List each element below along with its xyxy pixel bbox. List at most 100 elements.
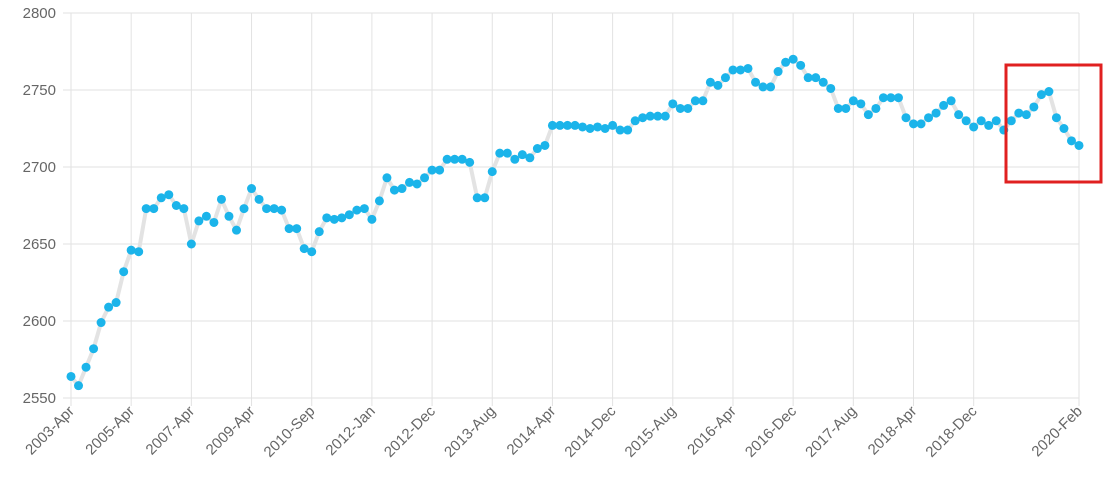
point — [773, 67, 783, 77]
point — [179, 204, 189, 214]
x-tick-label: 2018-Dec — [922, 402, 980, 460]
point — [675, 103, 685, 113]
point — [600, 124, 610, 133]
point — [171, 201, 181, 210]
point — [803, 73, 813, 83]
point — [660, 111, 670, 121]
point — [156, 193, 166, 203]
point — [901, 113, 911, 123]
point — [758, 82, 768, 92]
point — [359, 204, 369, 214]
point — [593, 122, 603, 132]
point — [751, 77, 761, 87]
y-tick-label: 2700 — [23, 159, 56, 176]
x-tick-label: 2007-Apr — [143, 403, 199, 459]
point — [976, 116, 986, 126]
point — [96, 318, 106, 328]
point — [645, 111, 655, 121]
point — [991, 116, 1001, 126]
point — [893, 93, 903, 103]
point — [427, 165, 437, 175]
point — [525, 153, 535, 163]
x-tick-label: 2016-Apr — [684, 403, 740, 459]
point — [562, 120, 572, 130]
x-tick-label: 2017-Aug — [802, 403, 860, 461]
point — [984, 120, 994, 130]
point — [540, 140, 550, 150]
point — [231, 225, 241, 235]
point — [788, 54, 798, 64]
point — [946, 96, 956, 106]
point — [517, 150, 527, 160]
point — [961, 116, 971, 126]
point — [89, 344, 99, 354]
point — [111, 298, 121, 308]
point — [164, 190, 174, 200]
point — [149, 204, 159, 214]
plot-area — [66, 54, 1084, 391]
point — [954, 110, 964, 120]
point — [314, 227, 324, 237]
point — [81, 362, 91, 372]
point — [818, 77, 828, 87]
point — [826, 83, 836, 93]
point — [848, 96, 858, 106]
y-tick-label: 2550 — [23, 390, 56, 407]
point — [916, 119, 926, 129]
point — [292, 224, 302, 234]
point — [969, 122, 979, 132]
point — [841, 103, 851, 113]
point — [352, 205, 362, 215]
point — [924, 113, 934, 123]
highlight-box — [1004, 63, 1103, 184]
point — [570, 120, 580, 130]
point — [457, 154, 467, 164]
point — [653, 111, 663, 121]
point — [119, 267, 129, 277]
x-tick-label: 2010-Sep — [261, 403, 319, 461]
point — [615, 125, 625, 135]
y-tick-label: 2800 — [23, 5, 56, 22]
point — [209, 217, 219, 227]
point — [397, 184, 407, 194]
point — [269, 204, 279, 214]
x-tick-label: 2018-Apr — [865, 403, 921, 459]
point — [450, 154, 460, 164]
point — [510, 154, 520, 164]
point — [1036, 90, 1046, 100]
x-tick-label: 2014-Apr — [504, 403, 560, 459]
x-tick-label: 2015-Aug — [622, 403, 680, 461]
point — [472, 193, 482, 203]
point — [1014, 108, 1024, 118]
point — [690, 96, 700, 106]
point — [720, 73, 730, 83]
point — [487, 167, 497, 177]
point — [856, 99, 866, 109]
point — [608, 120, 618, 130]
point — [1059, 124, 1069, 133]
point — [277, 205, 287, 215]
point — [939, 100, 949, 110]
point — [811, 73, 821, 83]
point — [299, 244, 309, 254]
point — [638, 113, 648, 123]
point — [201, 211, 211, 221]
point — [909, 119, 919, 129]
x-tick-label: 2009-Apr — [203, 403, 259, 459]
point — [435, 165, 445, 175]
point — [126, 245, 136, 255]
grid: 2550 2600 2650 2700 2750 2800 2003-Apr 2005-Apr… — [22, 5, 1086, 461]
point — [495, 148, 505, 158]
point — [262, 204, 272, 214]
point — [412, 179, 422, 189]
point — [886, 93, 896, 103]
point — [796, 60, 806, 70]
point — [337, 213, 347, 223]
point — [284, 224, 294, 234]
point — [871, 103, 881, 113]
point — [322, 213, 332, 223]
point — [374, 196, 384, 206]
point — [623, 125, 633, 135]
point — [480, 193, 490, 203]
point — [224, 211, 234, 221]
